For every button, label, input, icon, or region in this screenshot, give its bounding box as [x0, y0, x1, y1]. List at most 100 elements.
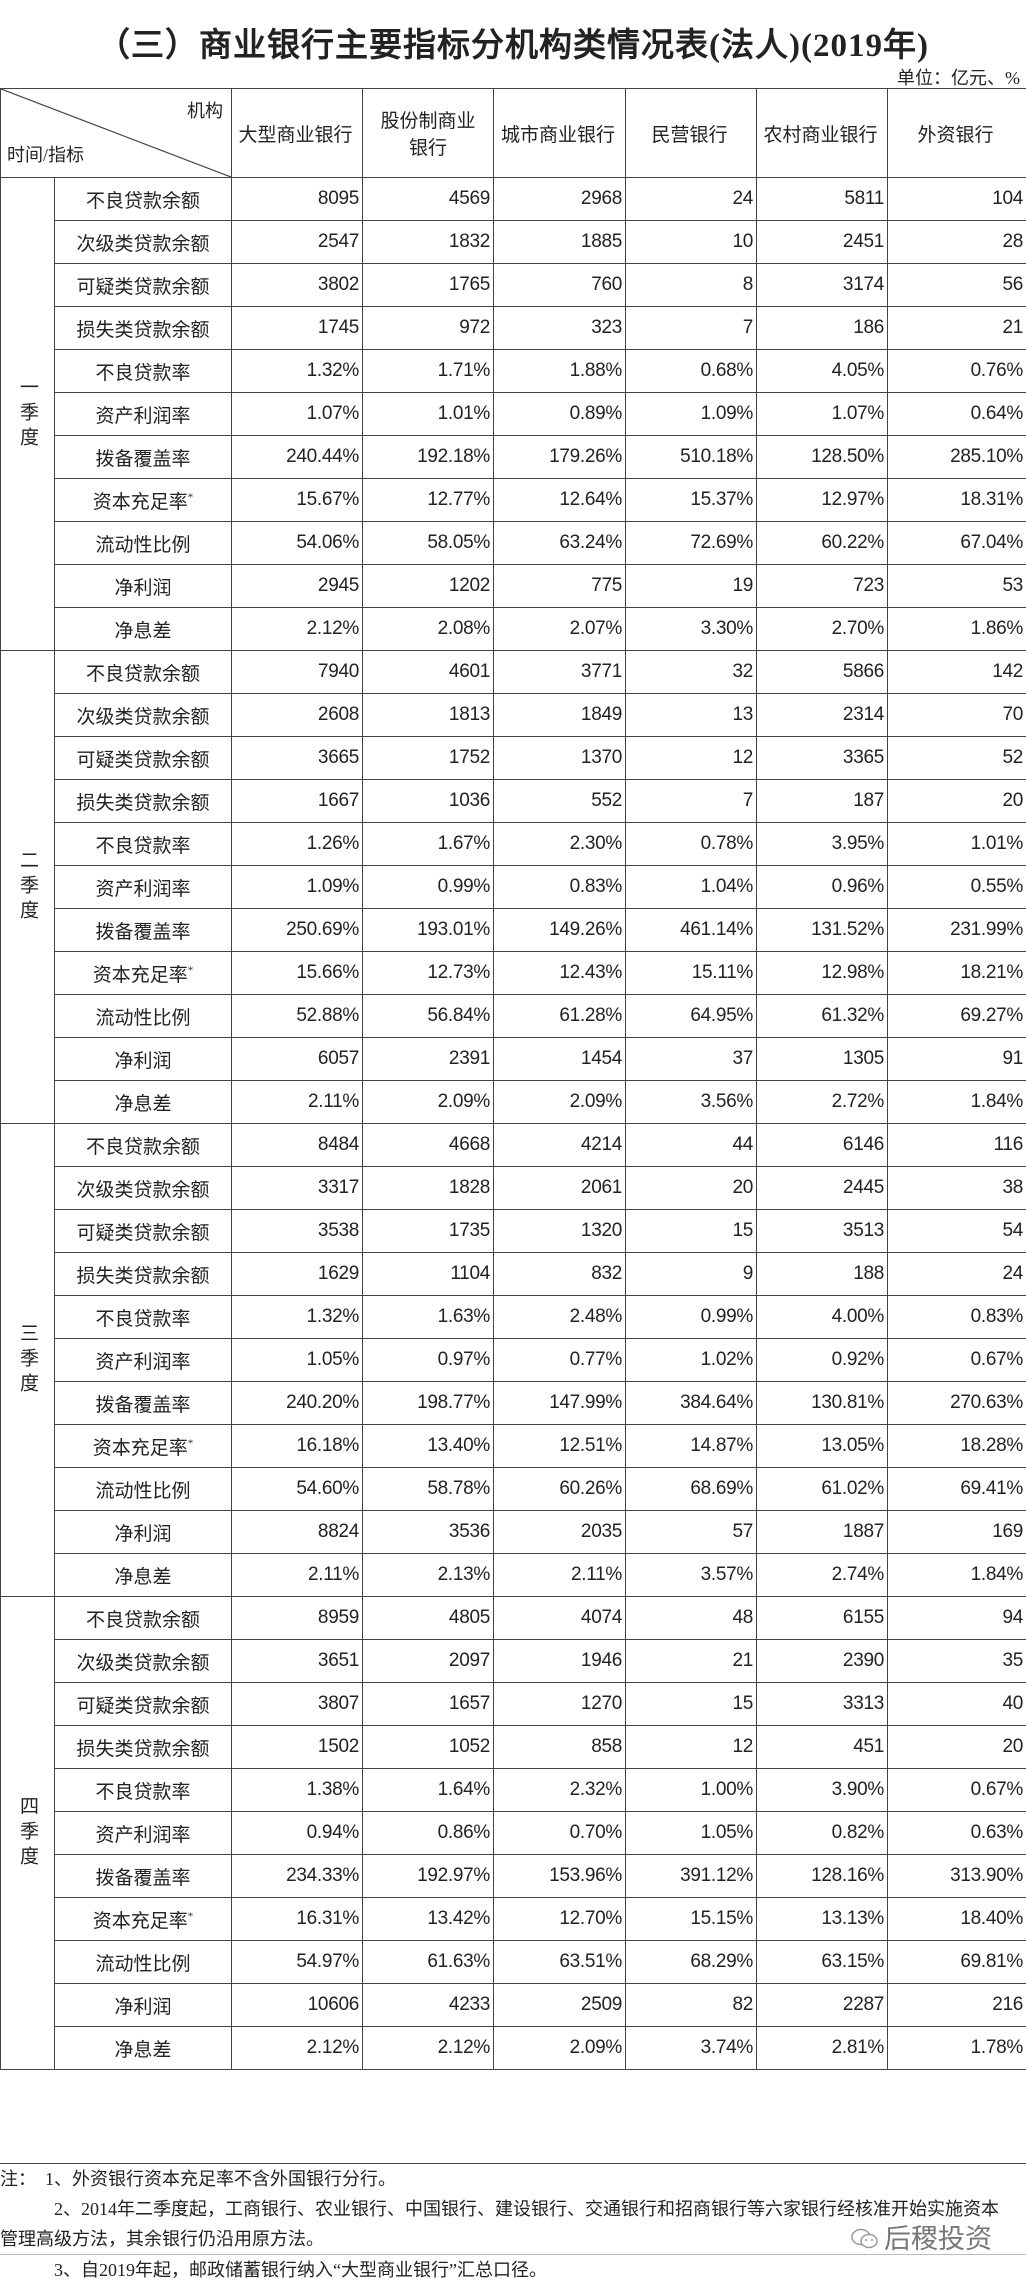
- value-cell: 552: [494, 780, 626, 823]
- value-cell: 451: [757, 1726, 888, 1769]
- value-cell: 1.07%: [232, 393, 363, 436]
- indicator-label: 资本充足率*: [55, 952, 232, 995]
- value-cell: 13.13%: [757, 1898, 888, 1941]
- value-cell: 4805: [363, 1597, 494, 1640]
- value-cell: 2.72%: [757, 1081, 888, 1124]
- value-cell: 723: [757, 565, 888, 608]
- indicator-text: 次级类贷款余额: [76, 1180, 209, 1201]
- indicator-label: 可疑类贷款余额: [55, 1683, 232, 1726]
- value-cell: 1946: [494, 1640, 626, 1683]
- value-cell: 19: [626, 565, 757, 608]
- watermark: 后稷投资: [850, 2224, 992, 2254]
- value-cell: 69.81%: [888, 1941, 1026, 1984]
- value-cell: 2451: [757, 221, 888, 264]
- indicator-label: 损失类贷款余额: [55, 780, 232, 823]
- indicator-label: 流动性比例: [55, 522, 232, 565]
- value-cell: 0.83%: [494, 866, 626, 909]
- indicator-label: 流动性比例: [55, 995, 232, 1038]
- value-cell: 510.18%: [626, 436, 757, 479]
- indicator-text: 可疑类贷款余额: [76, 1696, 209, 1717]
- value-cell: 4.00%: [757, 1296, 888, 1339]
- value-cell: 0.67%: [888, 1769, 1026, 1812]
- indicator-text: 不良贷款余额: [86, 191, 200, 212]
- value-cell: 1.00%: [626, 1769, 757, 1812]
- value-cell: 4.05%: [757, 350, 888, 393]
- value-cell: 0.63%: [888, 1812, 1026, 1855]
- indicator-label: 不良贷款余额: [55, 1124, 232, 1167]
- indicator-text: 净息差: [114, 2040, 171, 2061]
- indicator-label: 资产利润率: [55, 1812, 232, 1855]
- value-cell: 130.81%: [757, 1382, 888, 1425]
- value-cell: 18.21%: [888, 952, 1026, 995]
- indicator-text: 净息差: [114, 1567, 171, 1588]
- value-cell: 116: [888, 1124, 1026, 1167]
- indicator-text: 资本充足率: [93, 492, 188, 513]
- value-cell: 91: [888, 1038, 1026, 1081]
- value-cell: 0.99%: [626, 1296, 757, 1339]
- value-cell: 2.11%: [494, 1554, 626, 1597]
- value-cell: 2.09%: [494, 2027, 626, 2070]
- value-cell: 179.26%: [494, 436, 626, 479]
- value-cell: 1629: [232, 1253, 363, 1296]
- value-cell: 54: [888, 1210, 1026, 1253]
- value-cell: 60.22%: [757, 522, 888, 565]
- indicator-label: 净利润: [55, 1511, 232, 1554]
- value-cell: 54.06%: [232, 522, 363, 565]
- indicator-label: 净息差: [55, 1081, 232, 1124]
- value-cell: 12.77%: [363, 479, 494, 522]
- value-cell: 2390: [757, 1640, 888, 1683]
- value-cell: 0.96%: [757, 866, 888, 909]
- value-cell: 15.37%: [626, 479, 757, 522]
- value-cell: 35: [888, 1640, 1026, 1683]
- value-cell: 15.66%: [232, 952, 363, 995]
- value-cell: 461.14%: [626, 909, 757, 952]
- value-cell: 2.08%: [363, 608, 494, 651]
- value-cell: 2035: [494, 1511, 626, 1554]
- column-header: 外资银行: [888, 89, 1026, 178]
- value-cell: 2.12%: [232, 2027, 363, 2070]
- value-cell: 186: [757, 307, 888, 350]
- indicator-text: 资本充足率: [93, 965, 188, 986]
- value-cell: 2.11%: [232, 1081, 363, 1124]
- indicator-text: 拨备覆盖率: [95, 1868, 190, 1889]
- indicator-text: 不良贷款余额: [86, 1137, 200, 1158]
- indicator-label: 可疑类贷款余额: [55, 264, 232, 307]
- value-cell: 3538: [232, 1210, 363, 1253]
- value-cell: 0.68%: [626, 350, 757, 393]
- value-cell: 2.74%: [757, 1554, 888, 1597]
- value-cell: 58.05%: [363, 522, 494, 565]
- value-cell: 2.30%: [494, 823, 626, 866]
- value-cell: 69.41%: [888, 1468, 1026, 1511]
- value-cell: 0.89%: [494, 393, 626, 436]
- indicator-text: 资本充足率: [93, 1911, 188, 1932]
- value-cell: 12.73%: [363, 952, 494, 995]
- value-cell: 24: [888, 1253, 1026, 1296]
- value-cell: 2.09%: [363, 1081, 494, 1124]
- column-header: 大型商业银行: [232, 89, 363, 178]
- value-cell: 8095: [232, 178, 363, 221]
- value-cell: 12.70%: [494, 1898, 626, 1941]
- indicator-text: 可疑类贷款余额: [76, 277, 209, 298]
- value-cell: 3.56%: [626, 1081, 757, 1124]
- value-cell: 67.04%: [888, 522, 1026, 565]
- value-cell: 63.51%: [494, 1941, 626, 1984]
- value-cell: 1.78%: [888, 2027, 1026, 2070]
- value-cell: 7: [626, 780, 757, 823]
- value-cell: 1454: [494, 1038, 626, 1081]
- indicator-label: 资产利润率: [55, 393, 232, 436]
- value-cell: 149.26%: [494, 909, 626, 952]
- value-cell: 1.04%: [626, 866, 757, 909]
- value-cell: 68.29%: [626, 1941, 757, 1984]
